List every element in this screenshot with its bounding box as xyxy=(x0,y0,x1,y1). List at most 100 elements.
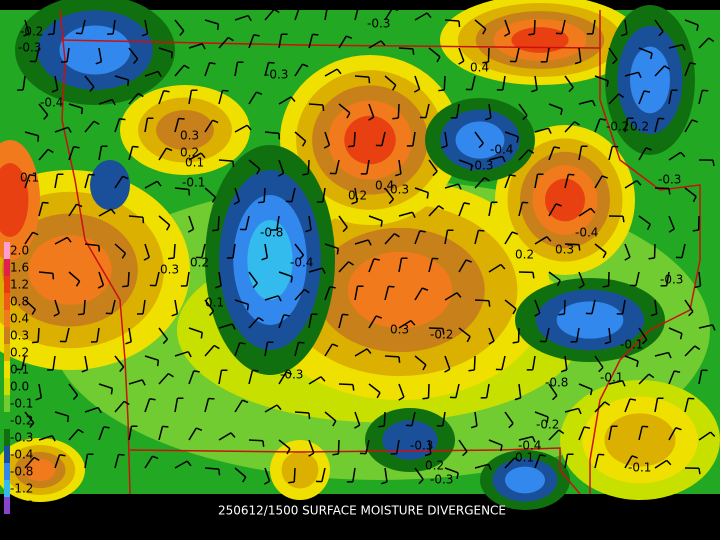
wind-barb-flag xyxy=(302,63,309,68)
wind-barb xyxy=(38,383,43,398)
wind-barb-flag xyxy=(273,8,280,14)
wind-barb-flag xyxy=(242,476,247,483)
wind-barb-flag xyxy=(125,341,132,345)
wind-barb xyxy=(264,131,280,135)
legend-label: 0.4 xyxy=(10,312,29,326)
wind-barb xyxy=(414,230,421,245)
wind-barb-flag xyxy=(470,164,473,171)
contour-label: 0.2 xyxy=(190,256,209,270)
wind-barb xyxy=(38,435,53,441)
wind-barb xyxy=(578,146,583,161)
wind-barb xyxy=(114,400,125,413)
wind-barb-flag xyxy=(602,285,609,288)
wind-barb xyxy=(458,327,471,338)
wind-barb xyxy=(234,124,248,133)
wind-barb xyxy=(381,131,386,146)
wind-barb-flag xyxy=(411,211,416,219)
wind-barb xyxy=(398,211,413,217)
wind-barb-flag xyxy=(648,373,655,379)
legend-label: -1.6 xyxy=(10,499,33,513)
wind-barb-flag xyxy=(650,52,653,60)
contour-band xyxy=(505,466,545,494)
wind-barb xyxy=(684,62,691,77)
wind-barb-flag xyxy=(422,364,427,371)
wind-barb-flag xyxy=(426,12,432,19)
wind-barb-flag xyxy=(482,28,487,35)
wind-barb xyxy=(504,131,519,138)
wind-barb xyxy=(368,103,375,118)
wind-barb-flag xyxy=(143,256,150,261)
wind-barb-flag xyxy=(504,32,511,37)
wind-barb xyxy=(114,175,124,189)
wind-barb-flag xyxy=(29,422,35,428)
wind-barb xyxy=(338,35,347,49)
wind-barb xyxy=(174,64,185,77)
wind-barb xyxy=(444,292,458,301)
wind-barb xyxy=(158,47,173,53)
wind-barb xyxy=(144,355,159,361)
wind-barb xyxy=(366,159,370,174)
wind-barb xyxy=(144,398,151,413)
wind-barb xyxy=(174,398,179,413)
legend-label: 0.0 xyxy=(10,380,29,394)
contour-band xyxy=(156,110,214,150)
wind-barb-flag xyxy=(290,96,296,103)
wind-barb xyxy=(173,243,176,259)
wind-barb-flag xyxy=(650,313,657,317)
wind-barb-flag xyxy=(698,468,701,475)
wind-barb xyxy=(444,230,449,245)
state-borders xyxy=(59,9,701,495)
wind-barb-flag xyxy=(636,360,639,368)
wind-barb xyxy=(398,47,414,50)
contour-band xyxy=(545,178,585,222)
wind-barb xyxy=(204,299,215,312)
wind-barb-flag xyxy=(509,174,516,177)
wind-barb xyxy=(368,40,382,49)
wind-barb xyxy=(188,427,197,441)
wind-barb xyxy=(668,327,683,335)
wind-barb xyxy=(384,355,400,358)
wind-barb xyxy=(594,175,603,189)
wind-barb xyxy=(188,370,195,385)
legend-swatch xyxy=(4,242,10,259)
wind-barb xyxy=(638,373,650,385)
wind-barb-flag xyxy=(351,201,358,205)
wind-barb-flag xyxy=(484,117,492,121)
wind-barb xyxy=(308,215,312,230)
contour-label: 0.3 xyxy=(160,263,179,277)
contour-label: -0.2 xyxy=(20,25,43,39)
wind-barb-flag xyxy=(232,161,235,168)
wind-barb-flag xyxy=(553,146,561,149)
wind-barb xyxy=(504,19,511,34)
wind-barb-flag xyxy=(209,62,216,65)
wind-barb xyxy=(395,439,400,454)
wind-barb xyxy=(352,467,356,482)
wind-barb xyxy=(444,131,448,146)
wind-barb xyxy=(548,429,560,441)
wind-barb xyxy=(204,344,215,357)
wind-barb-flag xyxy=(288,481,295,484)
wind-barb xyxy=(668,151,682,161)
wind-barb xyxy=(308,314,313,329)
wind-barb xyxy=(698,90,703,105)
wind-barb-flag xyxy=(32,231,39,236)
wind-barb xyxy=(668,370,675,385)
wind-barb xyxy=(294,63,304,77)
wind-barb-flag xyxy=(398,356,401,363)
wind-barb xyxy=(98,208,112,217)
wind-barb xyxy=(54,299,60,314)
wind-barb-flag xyxy=(66,236,72,243)
contour-band xyxy=(382,420,438,460)
wind-barb-flag xyxy=(200,332,203,339)
wind-barb xyxy=(444,19,460,22)
wind-barb xyxy=(38,202,44,217)
wind-barb xyxy=(264,295,279,301)
wind-barb xyxy=(474,411,478,426)
wind-barb xyxy=(338,383,354,386)
wind-barb-flag xyxy=(308,412,311,420)
wind-barb-flag xyxy=(458,60,465,65)
wind-barb-flag xyxy=(583,426,591,429)
wind-barb xyxy=(294,6,301,21)
wind-barb-flag xyxy=(123,400,130,406)
wind-barb-flag xyxy=(277,172,284,177)
